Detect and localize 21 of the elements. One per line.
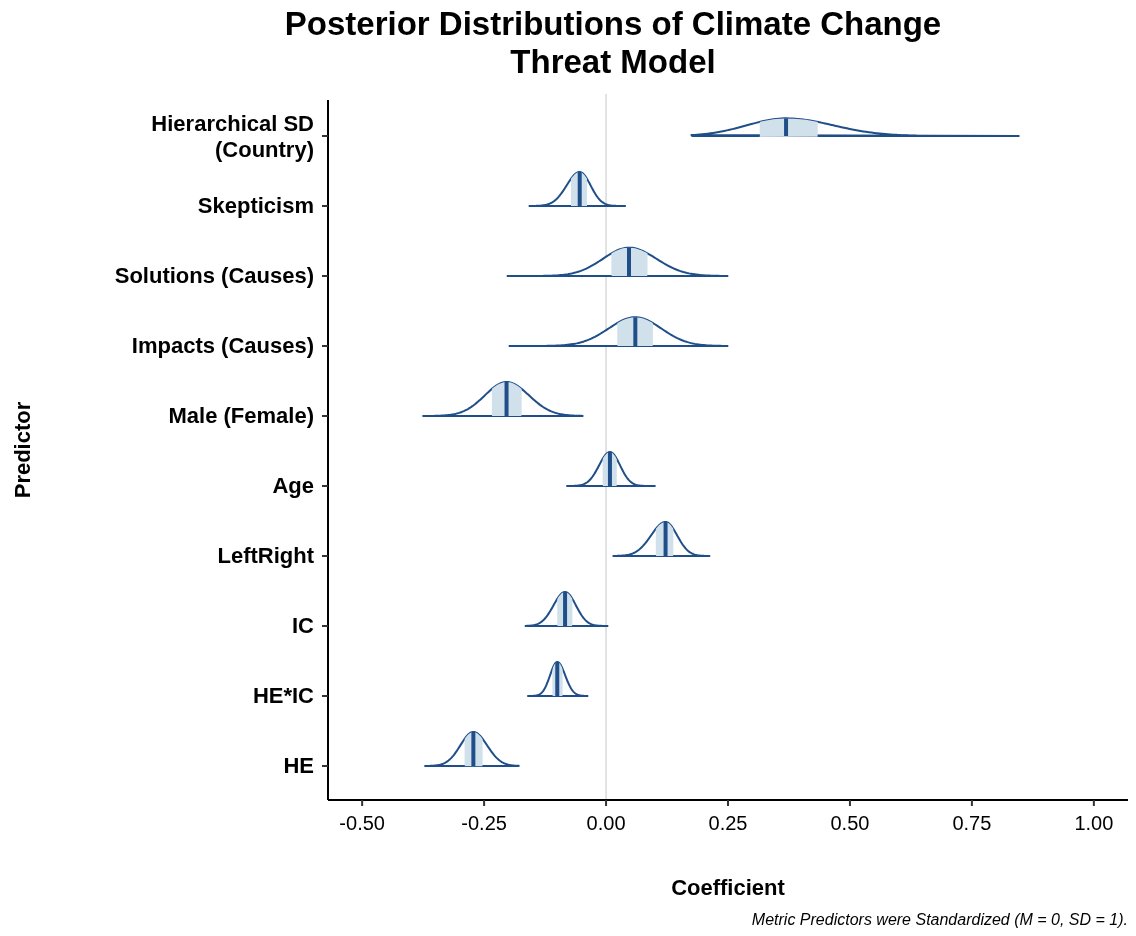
x-tick-label: 0.00	[586, 812, 626, 834]
text: Metric Predictors were Standardized (M = 0, SD = 1).	[751, 911, 1128, 928]
x-axis-title: Coefficient	[671, 875, 786, 900]
y-tick-label: HE*IC	[252, 683, 315, 708]
y-tick-label: Solutions (Causes)	[114, 263, 314, 288]
x-tick-label: 0.50	[830, 812, 870, 834]
y-tick-label: HE	[283, 753, 314, 778]
y-tick-label: Hierarchical SD (Country)	[151, 111, 314, 162]
y-tick-label: IC	[292, 613, 315, 638]
x-tick-label: 0.75	[952, 812, 992, 834]
y-tick-label: Age	[272, 473, 314, 498]
y-tick-label: Male (Female)	[168, 403, 314, 428]
y-axis-title: Predictor	[10, 401, 35, 499]
x-tick-label: -0.25	[461, 812, 507, 834]
x-tick-label: -0.50	[339, 812, 385, 834]
y-tick-label: Skepticism	[197, 193, 314, 218]
x-tick-label: 1.00	[1074, 812, 1114, 834]
y-tick-label: LeftRight	[217, 543, 315, 568]
x-tick-label: 0.25	[708, 812, 748, 834]
y-tick-label: Impacts (Causes)	[131, 333, 314, 358]
chart-title: Posterior Distributions of Climate Change Threat Model	[284, 5, 942, 80]
